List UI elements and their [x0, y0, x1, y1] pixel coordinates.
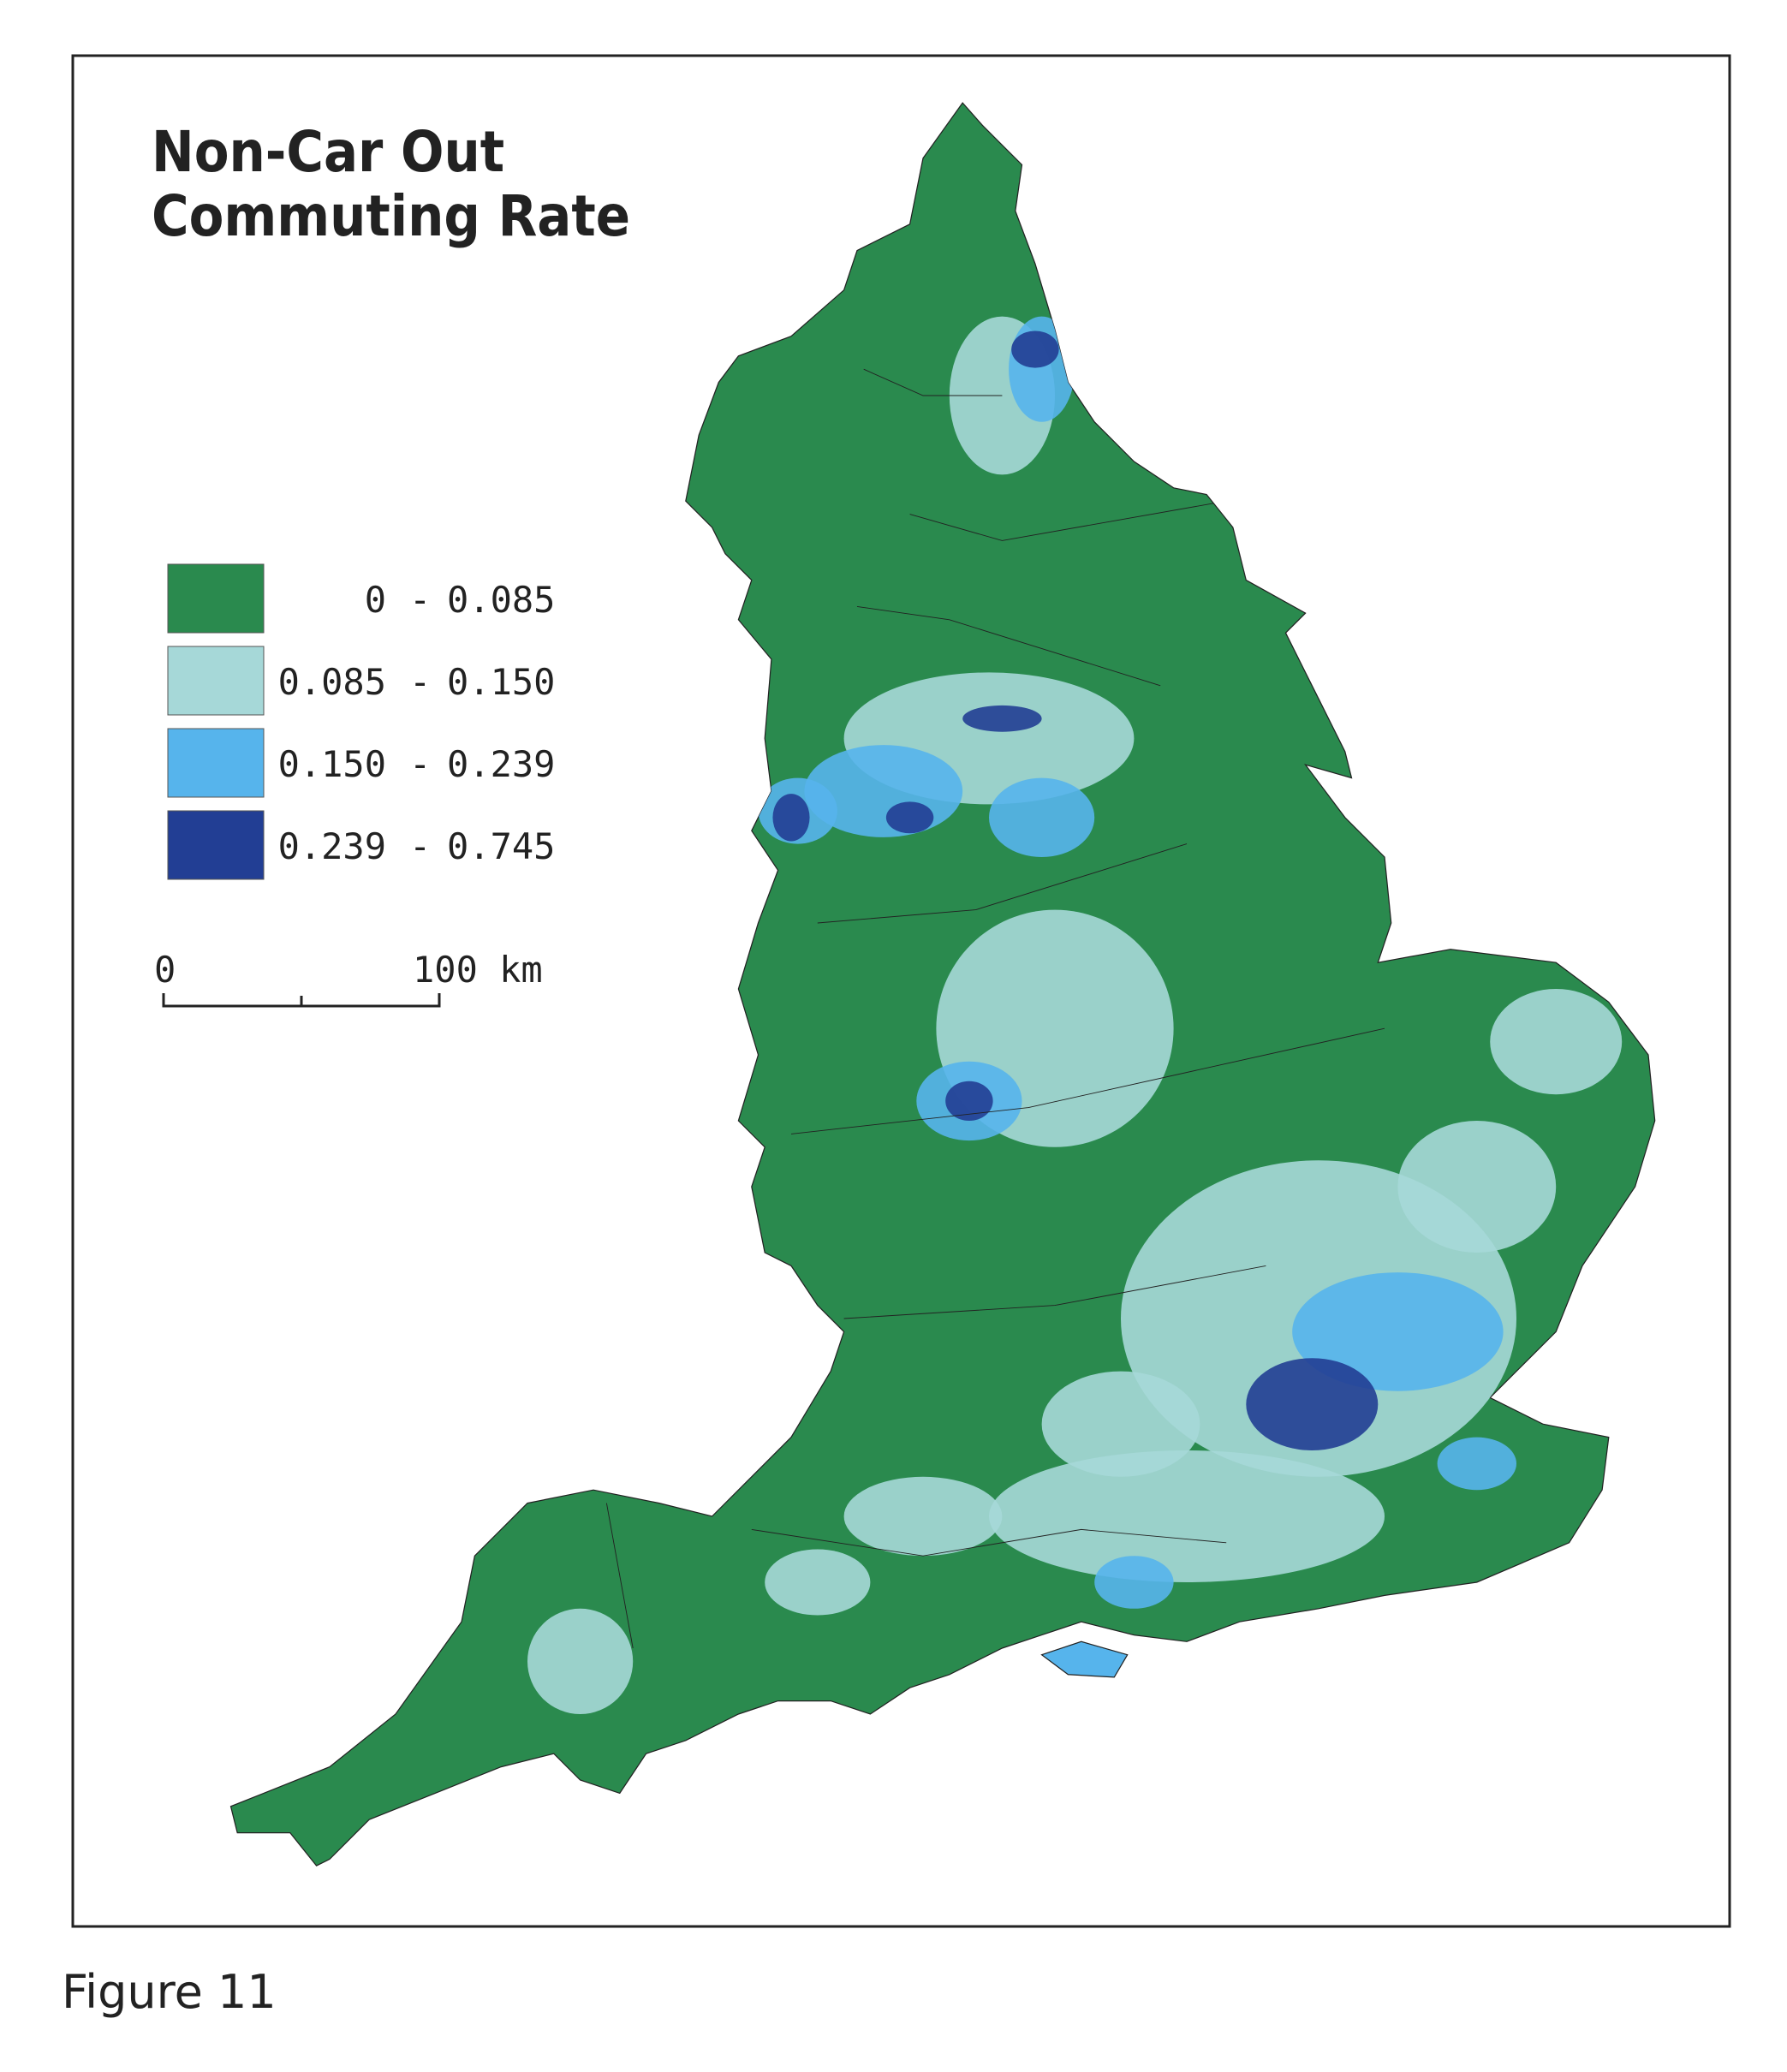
legend-high: 0.239	[447, 743, 555, 785]
scale-label: 0	[154, 949, 176, 991]
urban-patch	[945, 1081, 993, 1121]
legend-high: 0.745	[447, 825, 555, 867]
urban-patch	[772, 794, 810, 842]
urban-patch	[1041, 1371, 1200, 1477]
scale-line	[162, 993, 441, 1008]
urban-patch	[989, 777, 1095, 857]
urban-patch	[843, 1476, 1003, 1557]
urban-patch	[1246, 1358, 1379, 1450]
legend-high: 0.085	[447, 579, 555, 621]
urban-patch	[1490, 989, 1623, 1095]
urban-patch	[765, 1549, 871, 1616]
legend-dash: -	[409, 579, 431, 621]
urban-patch	[885, 801, 934, 834]
legend-high: 0.150	[447, 661, 555, 703]
scale-bar: 0 100 km	[154, 949, 543, 1008]
urban-patch	[989, 1450, 1385, 1582]
legend-low: 0.085	[278, 661, 386, 703]
legend-swatch	[167, 563, 265, 634]
legend-swatch	[167, 728, 265, 798]
urban-patch	[1094, 1556, 1174, 1609]
legend-swatch	[167, 810, 265, 880]
legend-low: 0	[365, 579, 386, 621]
legend-dash: -	[409, 825, 431, 867]
legend-swatch	[167, 646, 265, 716]
legend-low: 0.150	[278, 743, 386, 785]
scale-label: 100 km	[413, 949, 543, 991]
legend-dash: -	[409, 661, 431, 703]
legend-low: 0.239	[278, 825, 386, 867]
legend-dash: -	[409, 743, 431, 785]
caption: Figure 11	[62, 1965, 277, 2019]
map-title: Non-Car Out	[152, 119, 504, 185]
isle-of-wight	[1040, 1640, 1129, 1678]
england-map	[229, 102, 1656, 1867]
urban-patch	[1011, 330, 1059, 368]
urban-patch	[962, 705, 1042, 732]
map-title: Commuting Rate	[152, 183, 630, 249]
urban-patch	[1292, 1272, 1504, 1391]
urban-patch	[1437, 1437, 1516, 1491]
urban-patch	[1397, 1121, 1557, 1253]
boundary-lines	[605, 368, 1385, 1649]
urban-patch	[527, 1608, 634, 1714]
